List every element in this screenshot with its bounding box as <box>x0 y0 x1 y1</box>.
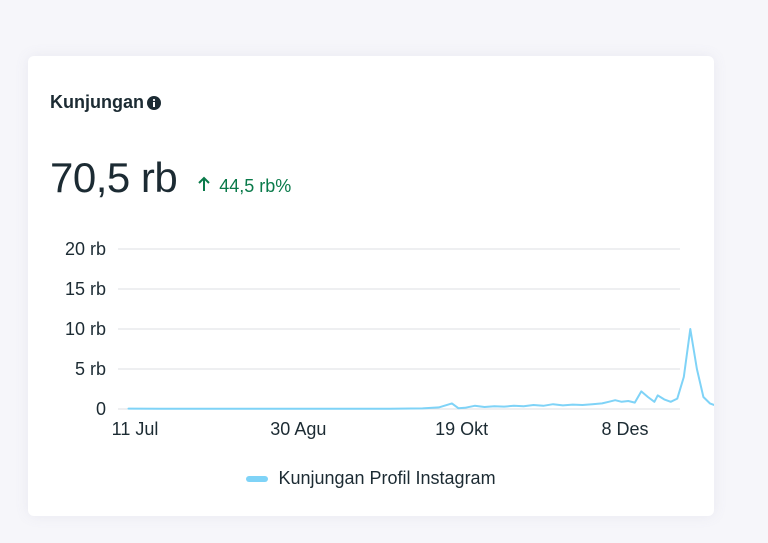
y-tick-label-2: 10 rb <box>65 319 106 339</box>
visits-card: Kunjungan 70,5 rb 44,5 rb% 0 5 rb 10 rb 15 … <box>28 56 714 516</box>
kpi-row: 70,5 rb 44,5 rb% <box>50 154 291 202</box>
x-tick-label-1: 30 Agu <box>270 419 326 439</box>
y-tick-label-0: 0 <box>96 399 106 419</box>
card-header: Kunjungan <box>50 92 161 113</box>
kpi-value: 70,5 rb <box>50 154 178 201</box>
kpi-change-value: 44,5 rb% <box>219 176 292 196</box>
chart-legend[interactable]: Kunjungan Profil Instagram <box>28 468 714 489</box>
x-tick-label-3: 8 Des <box>601 419 648 439</box>
legend-label: Kunjungan Profil Instagram <box>278 468 496 488</box>
chart-svg: 0 5 rb 10 rb 15 rb 20 rb 11 Jul 30 Agu 19 Okt 8 … <box>65 239 714 439</box>
y-tick-label-1: 5 rb <box>75 359 106 379</box>
card-title: Kunjungan <box>50 92 144 112</box>
legend-swatch <box>246 475 269 482</box>
info-icon[interactable] <box>146 95 161 110</box>
series-line-0 <box>127 328 714 410</box>
x-tick-label-0: 11 Jul <box>112 419 159 439</box>
line-chart: 0 5 rb 10 rb 15 rb 20 rb 11 Jul 30 Agu 19 Okt 8 … <box>28 226 714 456</box>
kpi-change: 44,5 rb% <box>197 176 291 197</box>
y-tick-label-3: 15 rb <box>65 279 106 299</box>
x-tick-label-2: 19 Okt <box>435 419 488 439</box>
y-tick-label-4: 20 rb <box>65 239 106 259</box>
arrow-up-icon <box>197 176 211 197</box>
